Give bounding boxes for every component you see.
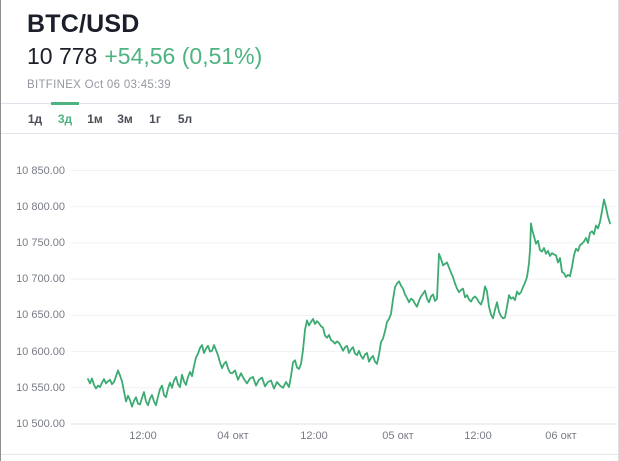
y-axis-label-10600: 10 600.00	[16, 345, 65, 358]
x-axis-label-4: 12:00	[464, 430, 492, 442]
y-axis-label-10850: 10 850.00	[16, 164, 65, 177]
range-tab-5л[interactable]: 5л	[170, 104, 200, 133]
x-axis-label-3: 05 окт	[382, 430, 414, 442]
range-tab-3м[interactable]: 3м	[110, 104, 140, 133]
y-axis-label-10750: 10 750.00	[16, 236, 65, 249]
range-tab-1м[interactable]: 1м	[80, 104, 110, 133]
exchange-timestamp: BITFINEX Oct 06 03:45:39	[27, 79, 171, 91]
y-axis-label-10800: 10 800.00	[16, 200, 65, 213]
y-axis-label-10500: 10 500.00	[16, 418, 65, 430]
widget-header: BTC/USD 10 778 +54,56 (0,51%) BITFINEX Oc…	[1, 0, 618, 91]
price-line	[87, 198, 611, 408]
x-axis-label-0: 12:00	[129, 430, 157, 442]
x-axis-label-2: 12:00	[300, 430, 328, 442]
x-axis-label-1: 04 окт	[217, 430, 249, 442]
active-tab-indicator	[51, 102, 79, 105]
price-change: +54,56 (0,51%)	[104, 43, 263, 69]
range-tab-3д[interactable]: 3д	[50, 102, 80, 133]
price-row: 10 778 +54,56 (0,51%)	[27, 43, 592, 70]
range-tab-1г[interactable]: 1г	[140, 104, 170, 133]
bottom-divider	[1, 454, 618, 455]
y-axis-label-10650: 10 650.00	[16, 309, 65, 322]
y-axis-label-10700: 10 700.00	[16, 273, 65, 286]
range-tab-1д[interactable]: 1д	[20, 104, 50, 133]
x-axis-label-5: 06 окт	[545, 430, 577, 442]
range-tabs: 1д 3д 1м 3м 1г 5л	[1, 102, 618, 134]
symbol-title: BTC/USD	[27, 10, 140, 38]
y-axis-label-10550: 10 550.00	[16, 381, 65, 394]
last-price: 10 778	[27, 43, 98, 69]
